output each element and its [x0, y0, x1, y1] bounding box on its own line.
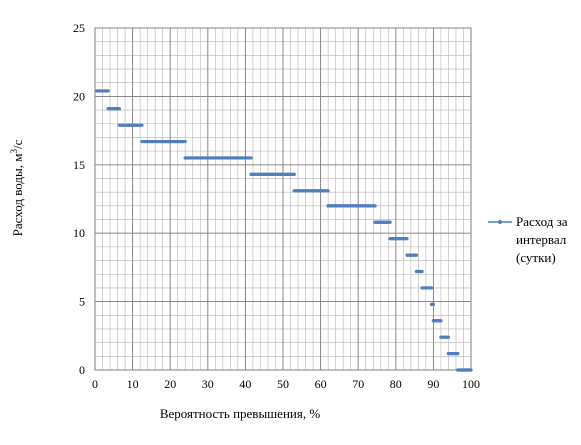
y-tick-label: 5 — [79, 295, 85, 309]
series-step-segment — [183, 156, 253, 160]
x-tick-label: 90 — [427, 377, 439, 391]
y-axis-label: Расход воды, м3/с — [9, 139, 25, 236]
y-axis-label-tail: /с — [10, 139, 25, 149]
legend-label-line-1: Расход за — [516, 214, 568, 229]
series-step-segment — [431, 319, 443, 323]
legend-label-line-2: интервал — [516, 232, 567, 247]
series-point — [182, 139, 186, 144]
series-step-segment — [420, 286, 434, 290]
series-step-segment — [106, 107, 122, 111]
major-grid — [94, 27, 472, 371]
y-tick-labels: 0 5 10 15 20 25 — [73, 21, 85, 377]
y-tick-label: 15 — [73, 158, 85, 172]
series-point — [140, 123, 144, 127]
x-axis-label: Вероятность превышения, % — [160, 406, 321, 421]
series-point — [372, 204, 376, 208]
series-step-segment — [388, 237, 409, 241]
x-tick-label: 0 — [92, 377, 98, 391]
y-tick-label: 0 — [79, 363, 85, 377]
series-point — [414, 253, 418, 257]
x-tick-labels: 0 10 20 30 40 50 60 70 80 90 100 — [92, 377, 480, 391]
x-tick-label: 100 — [462, 377, 480, 391]
series-point — [117, 107, 121, 111]
series-layer — [95, 89, 473, 372]
plot-area-frame — [94, 27, 472, 371]
series-step-segment — [414, 269, 424, 274]
series-point — [404, 237, 408, 241]
series-step-segment — [405, 253, 419, 257]
series-point — [438, 319, 442, 323]
series-step-segment — [117, 123, 144, 127]
x-tick-label: 50 — [277, 377, 289, 391]
y-tick-label: 10 — [73, 226, 85, 240]
series-step-segment — [446, 351, 460, 356]
series-step-segment — [373, 220, 392, 224]
series-point — [431, 302, 435, 306]
x-tick-label: 20 — [164, 377, 176, 391]
series-step-segment — [140, 139, 187, 144]
y-axis-label-main: Расход воды, м — [10, 154, 25, 237]
y-tick-label: 25 — [73, 21, 85, 35]
series-point — [420, 269, 424, 274]
x-tick-label: 80 — [390, 377, 402, 391]
x-tick-label: 60 — [315, 377, 327, 391]
series-point — [387, 220, 392, 224]
series-point — [469, 368, 473, 372]
y-axis-label-superscript: 3 — [9, 149, 19, 154]
legend-marker — [498, 220, 502, 224]
y-tick-label: 20 — [73, 89, 85, 103]
series-point — [105, 89, 110, 93]
series-point — [445, 335, 450, 339]
x-tick-label: 40 — [239, 377, 251, 391]
series-step-segment — [429, 302, 435, 306]
series-step-segment — [292, 189, 330, 193]
series-step-segment — [95, 89, 110, 93]
series-step-segment — [456, 368, 473, 372]
series-point — [249, 156, 253, 160]
series-step-segment — [249, 172, 296, 176]
series-step-segment — [326, 204, 377, 208]
x-tick-label: 30 — [202, 377, 214, 391]
series-point — [429, 286, 433, 290]
series-point — [456, 351, 460, 356]
series-step-segment — [439, 335, 451, 339]
x-tick-label: 70 — [352, 377, 364, 391]
series-point — [291, 172, 295, 176]
legend: Расход за интервал (сутки) — [488, 214, 568, 265]
legend-label-line-3: (сутки) — [516, 250, 556, 265]
series-point — [325, 189, 329, 193]
x-tick-label: 10 — [127, 377, 139, 391]
